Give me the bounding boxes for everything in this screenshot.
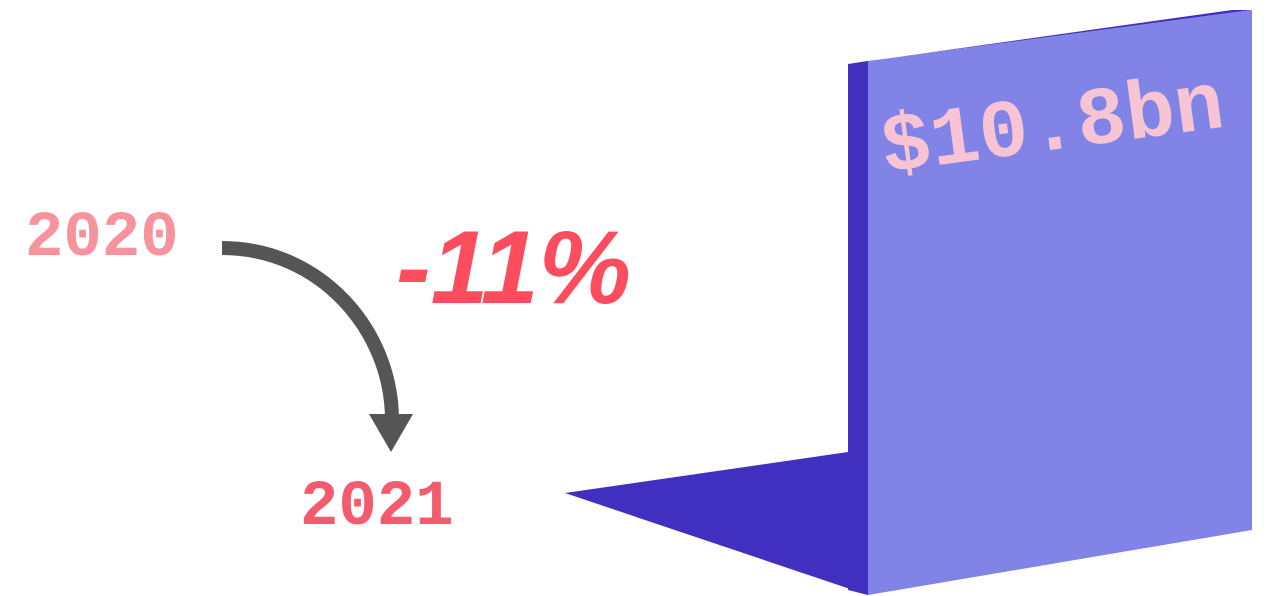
arrow-head <box>369 414 413 452</box>
panel-floor <box>565 452 868 595</box>
change-label: -11% <box>396 210 631 326</box>
start-year: 2020 <box>25 203 179 275</box>
end-year: 2021 <box>300 472 454 544</box>
panel-face <box>868 10 1252 595</box>
panel-side <box>848 61 868 595</box>
arrow-curve <box>221 241 399 421</box>
